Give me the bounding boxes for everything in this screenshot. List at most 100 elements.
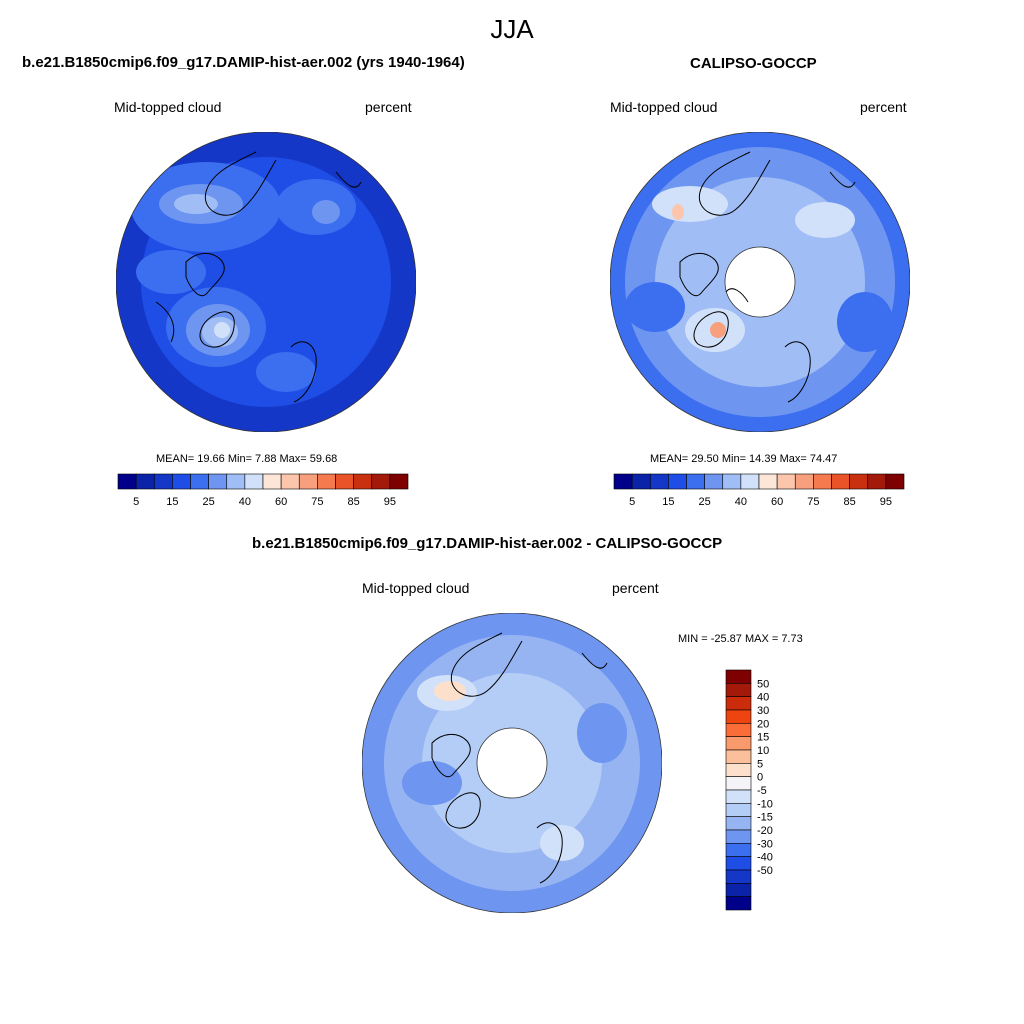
left-colorbar-tick-label: 40 [239, 496, 251, 508]
right-colorbar-swatch [740, 473, 760, 490]
right-colorbar-swatch [649, 473, 669, 490]
left-colorbar-tick-label: 15 [166, 496, 178, 508]
right-colorbar-swatch [613, 473, 633, 490]
diff-units-label: percent [612, 580, 659, 596]
right-colorbar: 5 15 25 40 60 75 85 95 [613, 473, 905, 508]
diff-colorbar-tick-label: -10 [757, 798, 773, 810]
diff-colorbar-tick-label: -50 [757, 865, 773, 877]
diff-colorbar-swatch [725, 869, 752, 884]
left-colorbar: 5 15 25 40 60 75 85 95 [117, 473, 409, 508]
diff-colorbar-swatch [725, 883, 752, 897]
diff-colorbar-swatch [725, 789, 752, 804]
diff-colorbar-tick-label: 40 [757, 692, 769, 704]
left-colorbar-swatch [208, 473, 228, 490]
right-colorbar-swatch [668, 473, 687, 490]
right-colorbar-swatch [794, 473, 814, 490]
left-colorbar-swatch [317, 473, 336, 490]
left-colorbar-swatch [371, 473, 391, 490]
diff-colorbar-swatch [725, 696, 752, 711]
observation-polar-map [610, 132, 910, 432]
diff-colorbar-swatch [725, 843, 752, 857]
left-colorbar-tick-label: 75 [311, 496, 323, 508]
left-colorbar-swatch [244, 473, 264, 490]
right-stats: MEAN= 29.50 Min= 14.39 Max= 74.47 [650, 453, 838, 465]
diff-colorbar-tick-label: -40 [757, 852, 773, 864]
right-colorbar-swatch [813, 473, 832, 490]
diff-colorbar-swatch [725, 763, 752, 777]
left-colorbar-swatch [335, 473, 354, 490]
left-variable-label: Mid-topped cloud [114, 99, 222, 115]
right-colorbar-swatch [831, 473, 850, 490]
diff-colorbar-swatch [725, 683, 752, 697]
left-stats: MEAN= 19.66 Min= 7.88 Max= 59.68 [156, 453, 338, 465]
left-colorbar-tick-label: 85 [348, 496, 360, 508]
diff-colorbar-tick-label: 0 [757, 772, 763, 784]
diff-colorbar-tick-label: 20 [757, 718, 769, 730]
diff-colorbar-tick-label: -20 [757, 825, 773, 837]
left-colorbar-tick-label: 25 [203, 496, 215, 508]
diff-stats: MIN = -25.87 MAX = 7.73 [678, 633, 803, 645]
diff-colorbar-swatch [725, 856, 752, 871]
right-colorbar-tick-label: 15 [662, 496, 674, 508]
diff-colorbar-swatch [725, 816, 752, 831]
diff-colorbar-swatch [725, 776, 752, 791]
left-colorbar-swatch [190, 473, 209, 490]
diff-colorbar-tick-label: 10 [757, 745, 769, 757]
right-panel-title: CALIPSO-GOCCP [690, 55, 817, 72]
diff-colorbar-swatch [725, 803, 752, 817]
diff-colorbar-swatch [725, 723, 752, 737]
right-variable-label: Mid-topped cloud [610, 99, 718, 115]
diff-colorbar-tick-label: -15 [757, 812, 773, 824]
diff-colorbar-swatch [725, 709, 752, 724]
right-colorbar-tick-label: 40 [735, 496, 747, 508]
difference-polar-map [362, 613, 662, 913]
right-colorbar-tick-label: 75 [807, 496, 819, 508]
diff-variable-label: Mid-topped cloud [362, 580, 470, 596]
left-colorbar-tick-label: 5 [133, 496, 139, 508]
right-colorbar-swatch [849, 473, 869, 490]
diff-colorbar-swatch [725, 829, 752, 844]
diff-colorbar-tick-label: 5 [757, 758, 763, 770]
left-units-label: percent [365, 99, 412, 115]
right-colorbar-swatch [867, 473, 887, 490]
diff-colorbar-tick-label: 50 [757, 678, 769, 690]
right-colorbar-tick-label: 95 [880, 496, 892, 508]
right-colorbar-tick-label: 85 [844, 496, 856, 508]
left-panel-title: b.e21.B1850cmip6.f09_g17.DAMIP-hist-aer.… [22, 54, 465, 71]
right-units-label: percent [860, 99, 907, 115]
diff-colorbar-swatch [725, 669, 752, 684]
right-colorbar-swatch [722, 473, 742, 490]
left-colorbar-swatch [117, 473, 137, 490]
diff-colorbar-swatch [725, 736, 752, 751]
diff-colorbar-swatch [725, 749, 752, 764]
model-polar-map [116, 132, 416, 432]
left-colorbar-tick-label: 95 [384, 496, 396, 508]
right-colorbar-swatch [631, 473, 651, 490]
left-colorbar-swatch [280, 473, 300, 490]
left-colorbar-swatch [389, 473, 409, 490]
diff-colorbar-swatch [725, 896, 752, 911]
right-colorbar-tick-label: 25 [699, 496, 711, 508]
left-colorbar-swatch [153, 473, 173, 490]
right-colorbar-swatch [776, 473, 796, 490]
left-colorbar-swatch [226, 473, 246, 490]
diff-colorbar-tick-label: -30 [757, 838, 773, 850]
left-colorbar-swatch [262, 473, 282, 490]
right-colorbar-swatch [758, 473, 778, 490]
right-colorbar-tick-label: 5 [629, 496, 635, 508]
diff-colorbar-tick-label: 30 [757, 705, 769, 717]
left-colorbar-tick-label: 60 [275, 496, 287, 508]
left-colorbar-swatch [135, 473, 155, 490]
figure-title: JJA [490, 14, 534, 44]
right-colorbar-tick-label: 60 [771, 496, 783, 508]
diff-colorbar-tick-label: -5 [757, 785, 767, 797]
right-colorbar-swatch [704, 473, 724, 490]
right-colorbar-swatch [686, 473, 705, 490]
right-colorbar-swatch [885, 473, 905, 490]
left-colorbar-swatch [298, 473, 318, 490]
diff-colorbar-tick-label: 15 [757, 732, 769, 744]
diff-panel-title: b.e21.B1850cmip6.f09_g17.DAMIP-hist-aer.… [252, 535, 723, 552]
left-colorbar-swatch [172, 473, 191, 490]
left-colorbar-swatch [353, 473, 373, 490]
